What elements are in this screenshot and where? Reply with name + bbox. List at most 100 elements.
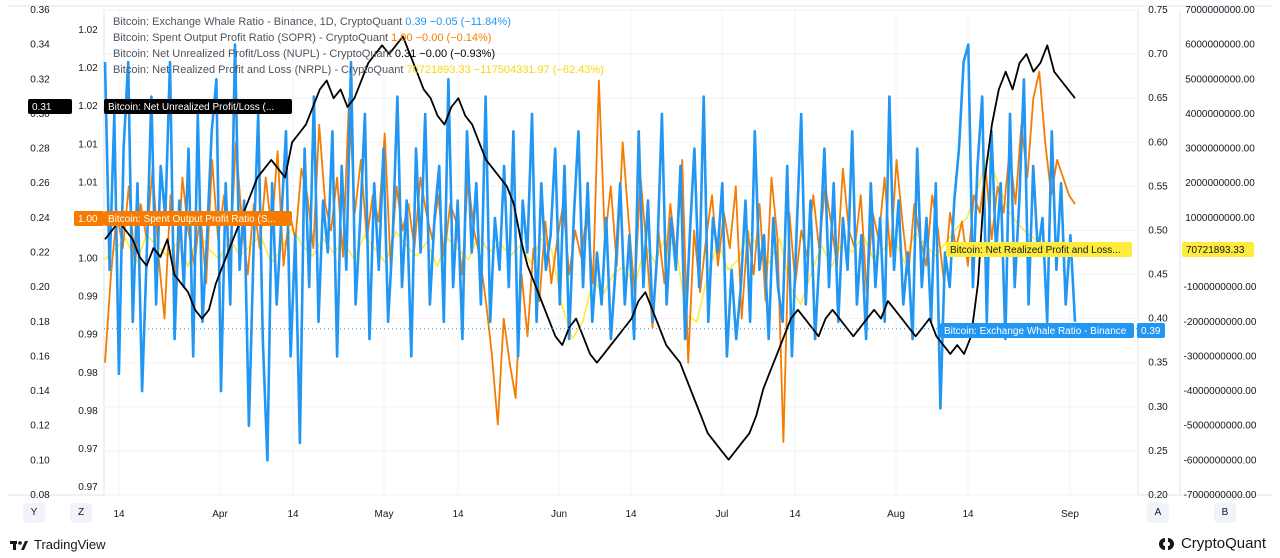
whale-axis-tick: 0.18 [30,317,50,328]
whale-axis-tick: 0.12 [30,421,50,432]
cryptoquant-logo: CryptoQuant [1158,535,1266,552]
legend-value: 0.39 −0.05 (−11.84%) [405,16,511,28]
whale-axis-tick: 0.20 [30,282,50,293]
nupl-label-tag: Bitcoin: Net Unrealized Profit/Loss (... [108,102,274,113]
nrpl-axis-tick: 4000000000.00 [1185,109,1255,120]
sopr-axis-tick: 1.01 [78,177,98,188]
nupl-axis-tick: 0.65 [1148,93,1168,104]
nupl-axis-tick: 0.60 [1148,137,1168,148]
nupl-axis-tick: 0.35 [1148,358,1168,369]
nrpl-axis-tick: 7000000000.00 [1185,5,1255,16]
cryptoquant-icon [1158,537,1174,550]
legend-item-2: Bitcoin: Net Unrealized Profit/Loss (NUP… [113,48,495,60]
nrpl-axis-tick: -2000000000.00 [1184,317,1257,328]
whale-axis-tick: 0.08 [30,490,50,501]
x-axis-tick: May [375,509,394,520]
legend-item-3: Bitcoin: Net Realized Profit and Loss (N… [113,64,604,76]
x-axis-tick: 14 [625,509,637,520]
sopr-axis-tick: 0.99 [78,330,98,341]
legend-value: 70721893.33 −117504331.97 (−62.43%) [406,64,603,76]
tradingview-logo[interactable]: TradingView [10,537,106,552]
nrpl-axis-tick: -5000000000.00 [1184,421,1257,432]
whale-label-tag-bg [940,323,1134,338]
a-axis-button[interactable]: A [1147,503,1169,523]
whale-axis-tick: 0.34 [30,40,50,51]
cryptoquant-text: CryptoQuant [1180,535,1266,552]
legend-value: 1.00 −0.00 (−0.14%) [391,32,491,44]
nrpl-axis-tick: -4000000000.00 [1184,386,1257,397]
nupl-axis-tick: 0.25 [1148,446,1168,457]
nrpl-axis-tick: 6000000000.00 [1185,40,1255,51]
nupl-value-tag-bg [28,99,72,114]
x-axis-tick: 14 [789,509,801,520]
z-axis-button[interactable]: Z [70,503,92,523]
sopr-axis-tick: 1.02 [78,25,98,36]
sopr-axis-tick: 1.02 [78,101,98,112]
series-line-2 [104,35,1076,461]
tradingview-icon [10,540,28,550]
sopr-label-tag-bg [104,211,292,226]
x-axis-tick: Aug [887,509,905,520]
sopr-axis-tick: 0.99 [78,292,98,303]
legend-label: Bitcoin: Exchange Whale Ratio - Binance,… [113,16,405,28]
whale-axis-tick: 0.32 [30,74,50,85]
nupl-value-tag: 0.31 [32,102,52,113]
nupl-axis-tick: 0.75 [1148,5,1168,16]
x-axis-tick: 14 [962,509,974,520]
sopr-axis-tick: 1.01 [78,139,98,150]
nrpl-value-tag-bg [1182,242,1254,257]
whale-axis-tick: 0.24 [30,213,50,224]
nrpl-axis-tick: 1000000000.00 [1185,213,1255,224]
x-axis-tick: Jun [551,509,567,520]
y-axis-button[interactable]: Y [23,503,45,523]
sopr-axis-tick: 1.02 [78,63,98,74]
sopr-value-tag: 1.00 [78,214,98,225]
nupl-axis-tick: 0.70 [1148,49,1168,60]
legend-value: 0.31 −0.00 (−0.93%) [395,48,495,60]
whale-axis-tick: 0.36 [30,5,50,16]
whale-value-tag-bg [1137,323,1165,338]
nupl-axis-tick: 0.55 [1148,181,1168,192]
sopr-axis-tick: 0.97 [78,482,98,493]
x-axis-tick: 14 [113,509,125,520]
x-axis-tick: 14 [452,509,464,520]
whale-value-tag: 0.39 [1141,326,1161,337]
chart-area: 0.36 0.34 0.32 0.30 0.28 0.26 0.24 0.22 0.20 0.18… [8,5,1272,520]
sopr-axis-tick: 0.97 [78,444,98,455]
whale-label-tag: Bitcoin: Exchange Whale Ratio - Binance [944,326,1127,337]
legend-label: Bitcoin: Net Realized Profit and Loss (N… [113,64,406,76]
nrpl-axis-tick: 3000000000.00 [1185,144,1255,155]
sopr-axis-tick: 1.00 [78,254,98,265]
x-axis-tick: 14 [287,509,299,520]
nrpl-axis-tick: -7000000000.00 [1184,490,1257,501]
x-axis-tick: Jul [716,509,729,520]
whale-axis-tick: 0.22 [30,248,50,259]
nrpl-value-tag: 70721893.33 [1186,245,1245,256]
legend-item-1: Bitcoin: Spent Output Profit Ratio (SOPR… [113,32,491,44]
tradingview-text: TradingView [34,537,106,552]
nrpl-axis-tick: 5000000000.00 [1185,74,1255,85]
whale-axis-tick: 0.30 [30,109,50,120]
nupl-label-tag-bg [104,99,292,114]
sopr-label-tag: Bitcoin: Spent Output Profit Ratio (S... [108,214,276,225]
nupl-axis-tick: 0.40 [1148,314,1168,325]
nupl-axis-tick: 0.20 [1148,490,1168,501]
b-axis-button[interactable]: B [1214,503,1236,523]
series-line-0 [103,43,1077,462]
sopr-value-tag-bg [74,211,104,226]
nupl-axis-tick: 0.45 [1148,270,1168,281]
whale-axis-tick: 0.26 [30,178,50,189]
whale-axis-tick: 0.14 [30,386,50,397]
legend-label: Bitcoin: Net Unrealized Profit/Loss (NUP… [113,48,395,60]
nrpl-axis-tick: -1000000000.00 [1184,282,1257,293]
footer: TradingView CryptoQuant [0,531,1280,558]
sopr-axis-tick: 0.98 [78,368,98,379]
legend-label: Bitcoin: Spent Output Profit Ratio (SOPR… [113,32,391,44]
nrpl-axis-tick: -6000000000.00 [1184,455,1257,466]
whale-axis-tick: 0.16 [30,351,50,362]
nrpl-axis-tick: 2000000000.00 [1185,178,1255,189]
legend-item-0: Bitcoin: Exchange Whale Ratio - Binance,… [113,16,511,28]
nrpl-label-tag: Bitcoin: Net Realized Profit and Loss... [950,245,1121,256]
x-axis-tick: Sep [1061,509,1079,520]
x-axis-tick: Apr [212,509,228,520]
